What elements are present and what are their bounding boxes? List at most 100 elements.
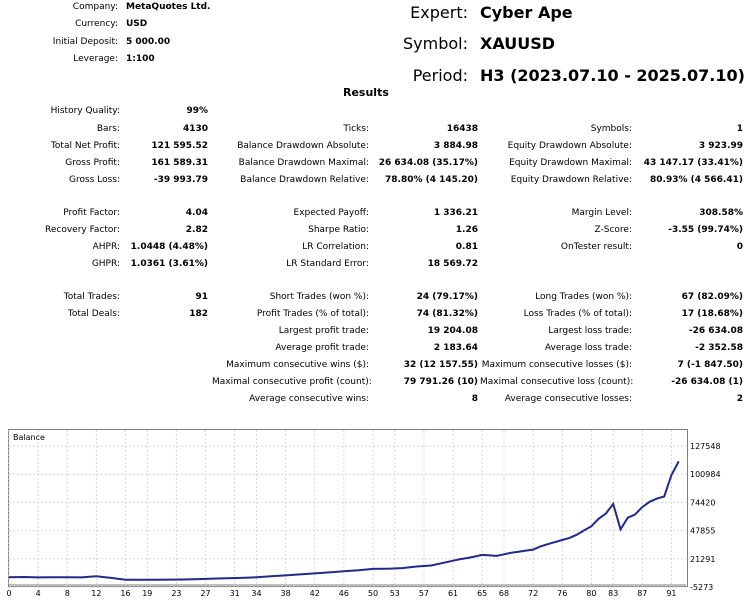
- average-consecutive-wins-label: Average consecutive wins:: [249, 394, 369, 404]
- recovery-factor-label: Recovery Factor:: [44, 225, 120, 235]
- ahpr-value: 1.0448 (4.48%): [130, 242, 208, 252]
- x-tick-label: 38: [281, 589, 291, 598]
- ticks-label: Ticks:: [343, 124, 369, 134]
- balance-dd-maximal-label: Balance Drawdown Maximal:: [238, 158, 369, 168]
- equity-dd-absolute-value: 3 923.99: [698, 141, 743, 151]
- balance-line: [8, 460, 680, 581]
- recovery-factor-value: 2.82: [185, 225, 208, 235]
- profit-trades-value: 74 (81.32%): [416, 309, 478, 319]
- x-tick-label: 23: [171, 589, 181, 598]
- y-tick-label: 127548: [690, 442, 721, 451]
- x-tick-label: 57: [419, 589, 429, 598]
- maximal-consecutive-loss-label: Maximal consecutive loss (count):: [480, 377, 634, 387]
- symbol-value: XAUUSD: [480, 34, 556, 53]
- ontester-result-label: OnTester result:: [560, 242, 632, 252]
- period-label: Period:: [412, 66, 468, 85]
- company-value: MetaQuotes Ltd.: [126, 2, 211, 12]
- profit-trades-label: Profit Trades (% of total):: [256, 309, 369, 319]
- loss-trades-label: Loss Trades (% of total):: [523, 309, 632, 319]
- average-consecutive-wins-value: 8: [471, 394, 478, 404]
- average-loss-trade-value: -2 352.58: [695, 343, 743, 353]
- y-tick-label: 21291: [690, 555, 715, 564]
- company-label: Company:: [72, 2, 118, 12]
- y-tick-label: 47855: [690, 527, 715, 536]
- balance-dd-maximal-value: 26 634.08 (35.17%): [378, 158, 478, 168]
- x-tick-label: 65: [477, 589, 487, 598]
- ghpr-value: 1.0361 (3.61%): [130, 259, 208, 269]
- sharpe-ratio-value: 1.26: [455, 225, 478, 235]
- profit-factor-label: Profit Factor:: [63, 208, 120, 218]
- average-consecutive-losses-value: 2: [736, 394, 743, 404]
- gross-loss-value: -39 993.79: [153, 175, 208, 185]
- x-tick-label: 0: [6, 589, 11, 598]
- equity-dd-maximal-value: 43 147.17 (33.41%): [643, 158, 743, 168]
- x-tick-label: 80: [586, 589, 596, 598]
- loss-trades-value: 17 (18.68%): [681, 309, 743, 319]
- max-consecutive-losses-label: Maximum consecutive losses ($):: [481, 360, 632, 370]
- deposit-label: Initial Deposit:: [52, 37, 118, 47]
- history-quality-value: 99%: [186, 106, 208, 116]
- average-profit-trade-label: Average profit trade:: [275, 343, 369, 353]
- y-tick-label: 74420: [690, 498, 715, 507]
- largest-profit-trade-label: Largest profit trade:: [278, 326, 369, 336]
- average-loss-trade-label: Average loss trade:: [544, 343, 632, 353]
- total-net-profit-value: 121 595.52: [151, 141, 208, 151]
- largest-profit-trade-value: 19 204.08: [427, 326, 478, 336]
- x-tick-label: 91: [666, 589, 676, 598]
- balance-dd-absolute-label: Balance Drawdown Absolute:: [237, 141, 369, 151]
- z-score-value: -3.55 (99.74%): [668, 225, 743, 235]
- x-tick-label: 53: [390, 589, 400, 598]
- x-tick-label: 12: [91, 589, 101, 598]
- ontester-result-value: 0: [736, 242, 743, 252]
- average-profit-trade-value: 2 183.64: [433, 343, 478, 353]
- total-trades-label: Total Trades:: [63, 292, 120, 302]
- ahpr-label: AHPR:: [92, 242, 120, 252]
- y-tick-label: -5273: [690, 583, 713, 592]
- balance-dd-relative-label: Balance Drawdown Relative:: [240, 175, 369, 185]
- equity-dd-relative-label: Equity Drawdown Relative:: [510, 175, 632, 185]
- currency-label: Currency:: [75, 19, 118, 29]
- max-consecutive-wins-value: 32 (12 157.55): [403, 360, 478, 370]
- lr-correlation-label: LR Correlation:: [302, 242, 369, 252]
- maximal-consecutive-profit-label: Maximal consecutive profit (count):: [212, 377, 372, 387]
- x-tick-label: 4: [36, 589, 41, 598]
- x-tick-label: 61: [448, 589, 458, 598]
- short-trades-value: 24 (79.17%): [416, 292, 478, 302]
- x-tick-label: 72: [528, 589, 538, 598]
- margin-level-label: Margin Level:: [571, 208, 632, 218]
- total-deals-label: Total Deals:: [67, 309, 120, 319]
- deposit-value: 5 000.00: [126, 37, 171, 47]
- period-value: H3 (2023.07.10 - 2025.07.10): [480, 66, 745, 85]
- sharpe-ratio-label: Sharpe Ratio:: [308, 225, 369, 235]
- total-deals-value: 182: [189, 309, 208, 319]
- z-score-label: Z-Score:: [594, 225, 633, 235]
- bars-label: Bars:: [96, 124, 120, 134]
- largest-loss-trade-value: -26 634.08: [688, 326, 743, 336]
- balance-dd-absolute-value: 3 884.98: [433, 141, 478, 151]
- margin-level-value: 308.58%: [699, 208, 743, 218]
- expected-payoff-label: Expected Payoff:: [293, 208, 369, 218]
- balance-chart-frame: [8, 429, 688, 587]
- x-tick-label: 31: [230, 589, 240, 598]
- x-tick-label: 8: [65, 589, 70, 598]
- x-tick-label: 83: [608, 589, 618, 598]
- symbol-label: Symbol:: [403, 34, 468, 53]
- equity-dd-relative-value: 80.93% (4 566.41): [650, 175, 743, 185]
- profit-factor-value: 4.04: [185, 208, 208, 218]
- max-consecutive-losses-value: 7 (-1 847.50): [677, 360, 743, 370]
- bars-value: 4130: [182, 124, 208, 134]
- equity-dd-absolute-label: Equity Drawdown Absolute:: [507, 141, 632, 151]
- short-trades-label: Short Trades (won %):: [269, 292, 369, 302]
- long-trades-label: Long Trades (won %):: [535, 292, 632, 302]
- ghpr-label: GHPR:: [91, 259, 120, 269]
- max-consecutive-wins-label: Maximum consecutive wins ($):: [226, 360, 369, 370]
- maximal-consecutive-loss-value: -26 634.08 (1): [671, 377, 743, 387]
- x-tick-label: 42: [310, 589, 320, 598]
- lr-standard-error-label: LR Standard Error:: [286, 259, 369, 269]
- x-tick-label: 50: [368, 589, 378, 598]
- expert-label: Expert:: [410, 3, 468, 22]
- average-consecutive-losses-label: Average consecutive losses:: [504, 394, 632, 404]
- symbols-label: Symbols:: [590, 124, 632, 134]
- x-tick-label: 87: [637, 589, 647, 598]
